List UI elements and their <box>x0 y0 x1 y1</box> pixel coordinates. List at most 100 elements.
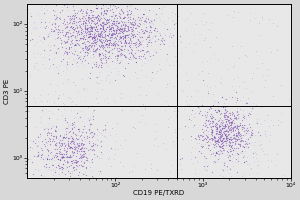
Point <box>235 182 240 185</box>
Point <box>226 95 231 98</box>
Point <box>219 81 224 84</box>
Point <box>71 151 76 155</box>
Point <box>105 56 110 59</box>
Point <box>128 21 133 24</box>
Point <box>221 129 226 133</box>
Point <box>70 136 75 140</box>
Point <box>98 32 103 35</box>
Point <box>223 98 228 101</box>
Point <box>203 116 208 119</box>
Point <box>111 13 116 16</box>
Point <box>106 56 111 60</box>
Point <box>212 139 217 143</box>
Point <box>122 1 127 5</box>
Point <box>47 83 52 86</box>
Point <box>172 128 177 131</box>
Point <box>226 125 231 128</box>
Point <box>49 125 54 128</box>
Point <box>48 157 53 161</box>
Point <box>241 113 245 116</box>
Point <box>92 36 97 39</box>
Point <box>96 35 101 38</box>
Point <box>259 143 264 146</box>
Point <box>131 18 136 21</box>
Point <box>214 126 218 129</box>
Point <box>72 37 77 40</box>
Point <box>220 141 225 144</box>
Point <box>106 17 111 21</box>
Point <box>77 50 82 53</box>
Point <box>270 94 275 97</box>
Point <box>119 96 124 99</box>
Point <box>142 167 147 170</box>
Point <box>130 41 135 45</box>
Point <box>53 171 58 174</box>
Point <box>61 182 65 185</box>
Point <box>83 11 88 14</box>
Point <box>214 160 219 163</box>
Point <box>226 139 231 142</box>
Point <box>245 145 250 148</box>
Point <box>213 140 218 143</box>
Point <box>44 100 49 103</box>
Point <box>98 169 103 172</box>
Point <box>225 118 230 121</box>
Point <box>4 118 9 121</box>
Point <box>113 19 118 23</box>
Point <box>121 165 125 168</box>
Point <box>254 103 258 107</box>
Point <box>57 152 62 155</box>
Point <box>213 143 218 146</box>
Point <box>221 112 226 115</box>
Point <box>67 21 72 24</box>
Point <box>249 76 254 79</box>
Point <box>116 9 121 12</box>
Point <box>129 33 134 36</box>
Point <box>75 12 80 15</box>
Point <box>64 130 69 134</box>
Point <box>106 101 111 104</box>
Point <box>121 32 126 35</box>
Point <box>70 26 74 29</box>
Point <box>209 131 214 134</box>
Point <box>227 129 232 132</box>
Point <box>107 81 112 84</box>
Point <box>125 42 130 45</box>
Point <box>180 89 185 92</box>
Point <box>112 18 116 21</box>
Point <box>33 137 38 140</box>
Point <box>213 160 218 163</box>
Point <box>107 45 112 49</box>
Point <box>145 35 149 38</box>
Point <box>137 15 142 19</box>
Point <box>82 1 86 4</box>
Point <box>57 145 62 148</box>
Point <box>217 145 221 148</box>
Point <box>200 145 205 148</box>
Point <box>208 45 212 48</box>
Point <box>174 115 178 118</box>
Point <box>77 55 82 58</box>
Point <box>66 95 70 98</box>
Point <box>113 192 118 196</box>
Point <box>71 138 76 141</box>
Point <box>125 28 130 31</box>
Point <box>130 25 135 28</box>
Point <box>149 167 154 170</box>
Point <box>231 129 236 132</box>
Point <box>36 155 40 158</box>
Point <box>244 140 249 143</box>
Point <box>226 148 231 151</box>
Point <box>74 133 78 136</box>
Point <box>200 145 204 148</box>
Point <box>150 77 154 80</box>
Point <box>113 0 118 2</box>
Point <box>103 11 108 14</box>
Point <box>75 21 80 24</box>
Point <box>65 24 70 28</box>
Point <box>80 59 85 62</box>
Point <box>72 1 76 4</box>
Point <box>71 43 76 47</box>
Point <box>104 27 109 31</box>
Point <box>210 142 215 146</box>
